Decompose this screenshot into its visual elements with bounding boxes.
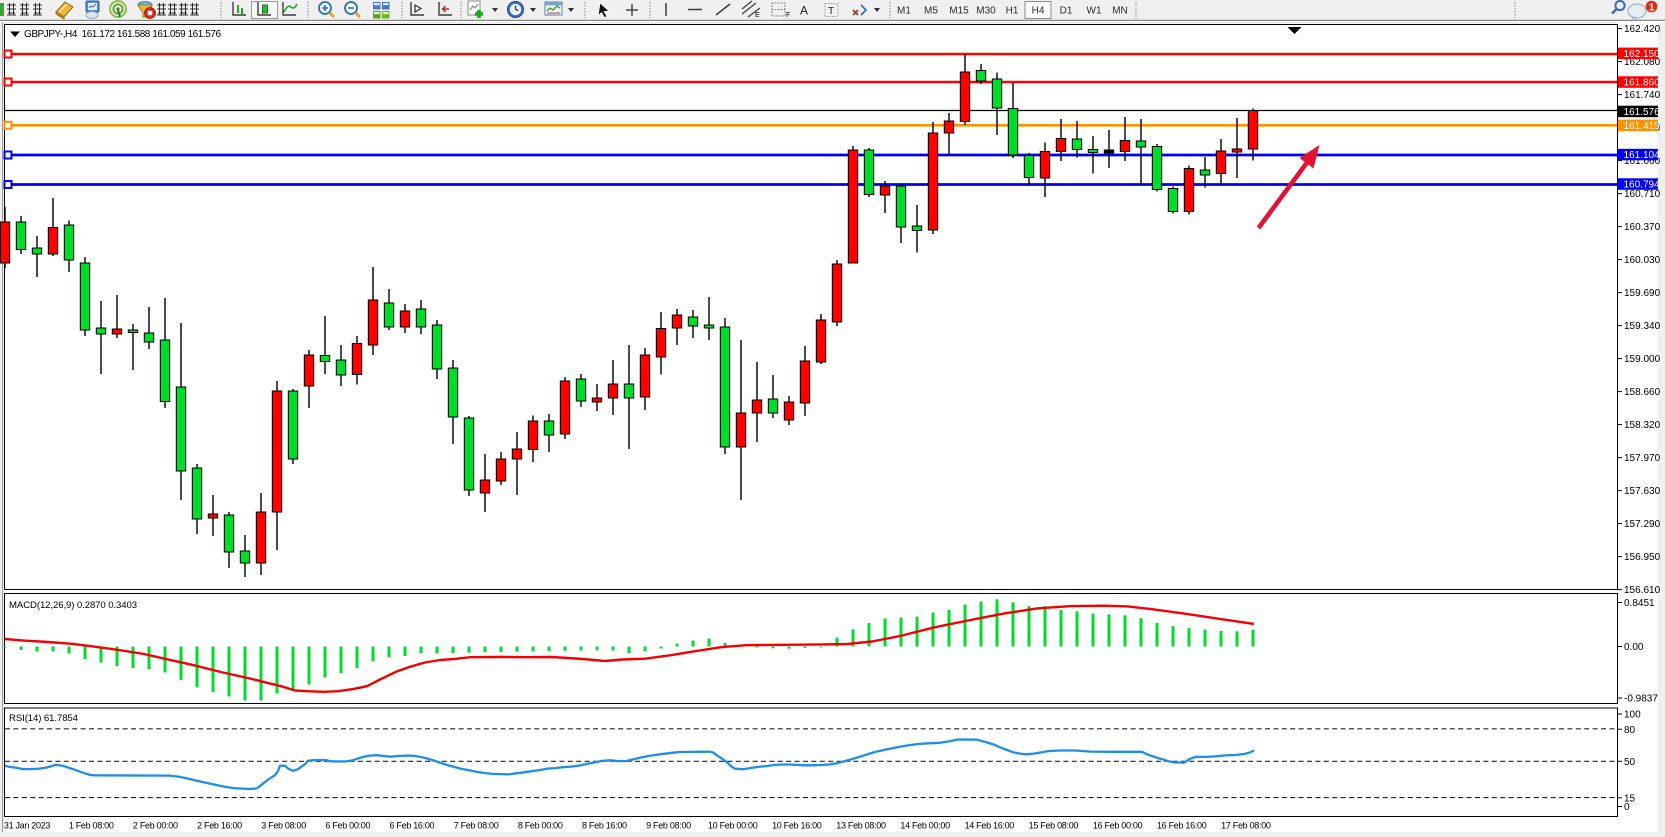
svg-text:156.950: 156.950 [1624,552,1661,563]
svg-text:160.370: 160.370 [1624,222,1661,233]
svg-text:H1: H1 [1006,6,1019,17]
svg-text:15 Feb 08:00: 15 Feb 08:00 [1029,821,1079,831]
svg-text:6 Feb 00:00: 6 Feb 00:00 [325,821,370,831]
svg-text:W1: W1 [1087,6,1102,17]
svg-text:1: 1 [1649,2,1655,13]
svg-text:F: F [786,12,790,19]
svg-text:16 Feb 00:00: 16 Feb 00:00 [1093,821,1143,831]
svg-text:161.740: 161.740 [1624,90,1661,101]
svg-text:161.104: 161.104 [1624,150,1661,161]
svg-text:159.690: 159.690 [1624,288,1661,299]
svg-text:10 Feb 16:00: 10 Feb 16:00 [772,821,822,831]
svg-text:8 Feb 16:00: 8 Feb 16:00 [582,821,627,831]
svg-text:GBPJPY-,H4 161.172 161.588 16: GBPJPY-,H4 161.172 161.588 161.059 161.5… [24,29,221,40]
svg-text:161.415: 161.415 [1624,121,1661,132]
svg-text:6 Feb 16:00: 6 Feb 16:00 [390,821,435,831]
svg-text:158.660: 158.660 [1624,387,1661,398]
svg-text:162.420: 162.420 [1624,24,1661,35]
svg-text:M5: M5 [924,6,938,17]
svg-text:159.340: 159.340 [1624,321,1661,332]
svg-text:156.610: 156.610 [1624,585,1661,596]
svg-text:158.320: 158.320 [1624,420,1661,431]
svg-text:15: 15 [1624,793,1636,804]
svg-text:8 Feb 00:00: 8 Feb 00:00 [518,821,563,831]
svg-text:17 Feb 08:00: 17 Feb 08:00 [1221,821,1271,831]
svg-text:157.970: 157.970 [1624,453,1661,464]
svg-text:160.030: 160.030 [1624,255,1661,266]
svg-text:162.150: 162.150 [1624,49,1661,60]
svg-text:D1: D1 [1060,6,1073,17]
svg-text:31 Jan 2023: 31 Jan 2023 [4,821,51,831]
svg-text:14 Feb 00:00: 14 Feb 00:00 [900,821,950,831]
svg-text:T: T [828,6,834,17]
svg-text:0.8451: 0.8451 [1624,598,1655,609]
svg-text:157.290: 157.290 [1624,519,1661,530]
svg-text:-0.9837: -0.9837 [1624,694,1658,705]
svg-text:2 Feb 00:00: 2 Feb 00:00 [133,821,178,831]
svg-text:1 Feb 08:00: 1 Feb 08:00 [69,821,114,831]
svg-text:M15: M15 [949,6,969,17]
svg-text:162.080: 162.080 [1624,57,1661,68]
svg-text:3 Feb 08:00: 3 Feb 08:00 [261,821,306,831]
svg-text:161.860: 161.860 [1624,78,1661,89]
svg-text:M1: M1 [897,6,911,17]
svg-text:100: 100 [1624,710,1641,721]
svg-text:160.794: 160.794 [1624,180,1661,191]
svg-text:M30: M30 [976,6,996,17]
svg-text:14 Feb 16:00: 14 Feb 16:00 [965,821,1015,831]
svg-text:159.000: 159.000 [1624,354,1661,365]
svg-text:2 Feb 16:00: 2 Feb 16:00 [197,821,242,831]
svg-text:RSI(14) 61.7854: RSI(14) 61.7854 [9,713,79,724]
svg-text:160.710: 160.710 [1624,189,1661,200]
svg-text:H4: H4 [1032,6,1045,17]
svg-text:10 Feb 00:00: 10 Feb 00:00 [708,821,758,831]
svg-text:157.630: 157.630 [1624,486,1661,497]
svg-text:9 Feb 08:00: 9 Feb 08:00 [646,821,691,831]
svg-text:16 Feb 16:00: 16 Feb 16:00 [1157,821,1207,831]
svg-text:0: 0 [1624,802,1630,813]
svg-text:161.576: 161.576 [1624,107,1661,118]
svg-text:13 Feb 08:00: 13 Feb 08:00 [836,821,886,831]
svg-text:80: 80 [1624,725,1636,736]
svg-text:MACD(12,26,9) 0.2870 0.3403: MACD(12,26,9) 0.2870 0.3403 [9,600,137,611]
svg-text:A: A [800,4,808,18]
svg-text:MN: MN [1112,6,1128,17]
svg-text:7 Feb 08:00: 7 Feb 08:00 [454,821,499,831]
svg-text:0.00: 0.00 [1624,642,1644,653]
svg-text:50: 50 [1624,757,1636,768]
svg-text:161.060: 161.060 [1624,156,1661,167]
svg-text:E: E [755,12,760,19]
